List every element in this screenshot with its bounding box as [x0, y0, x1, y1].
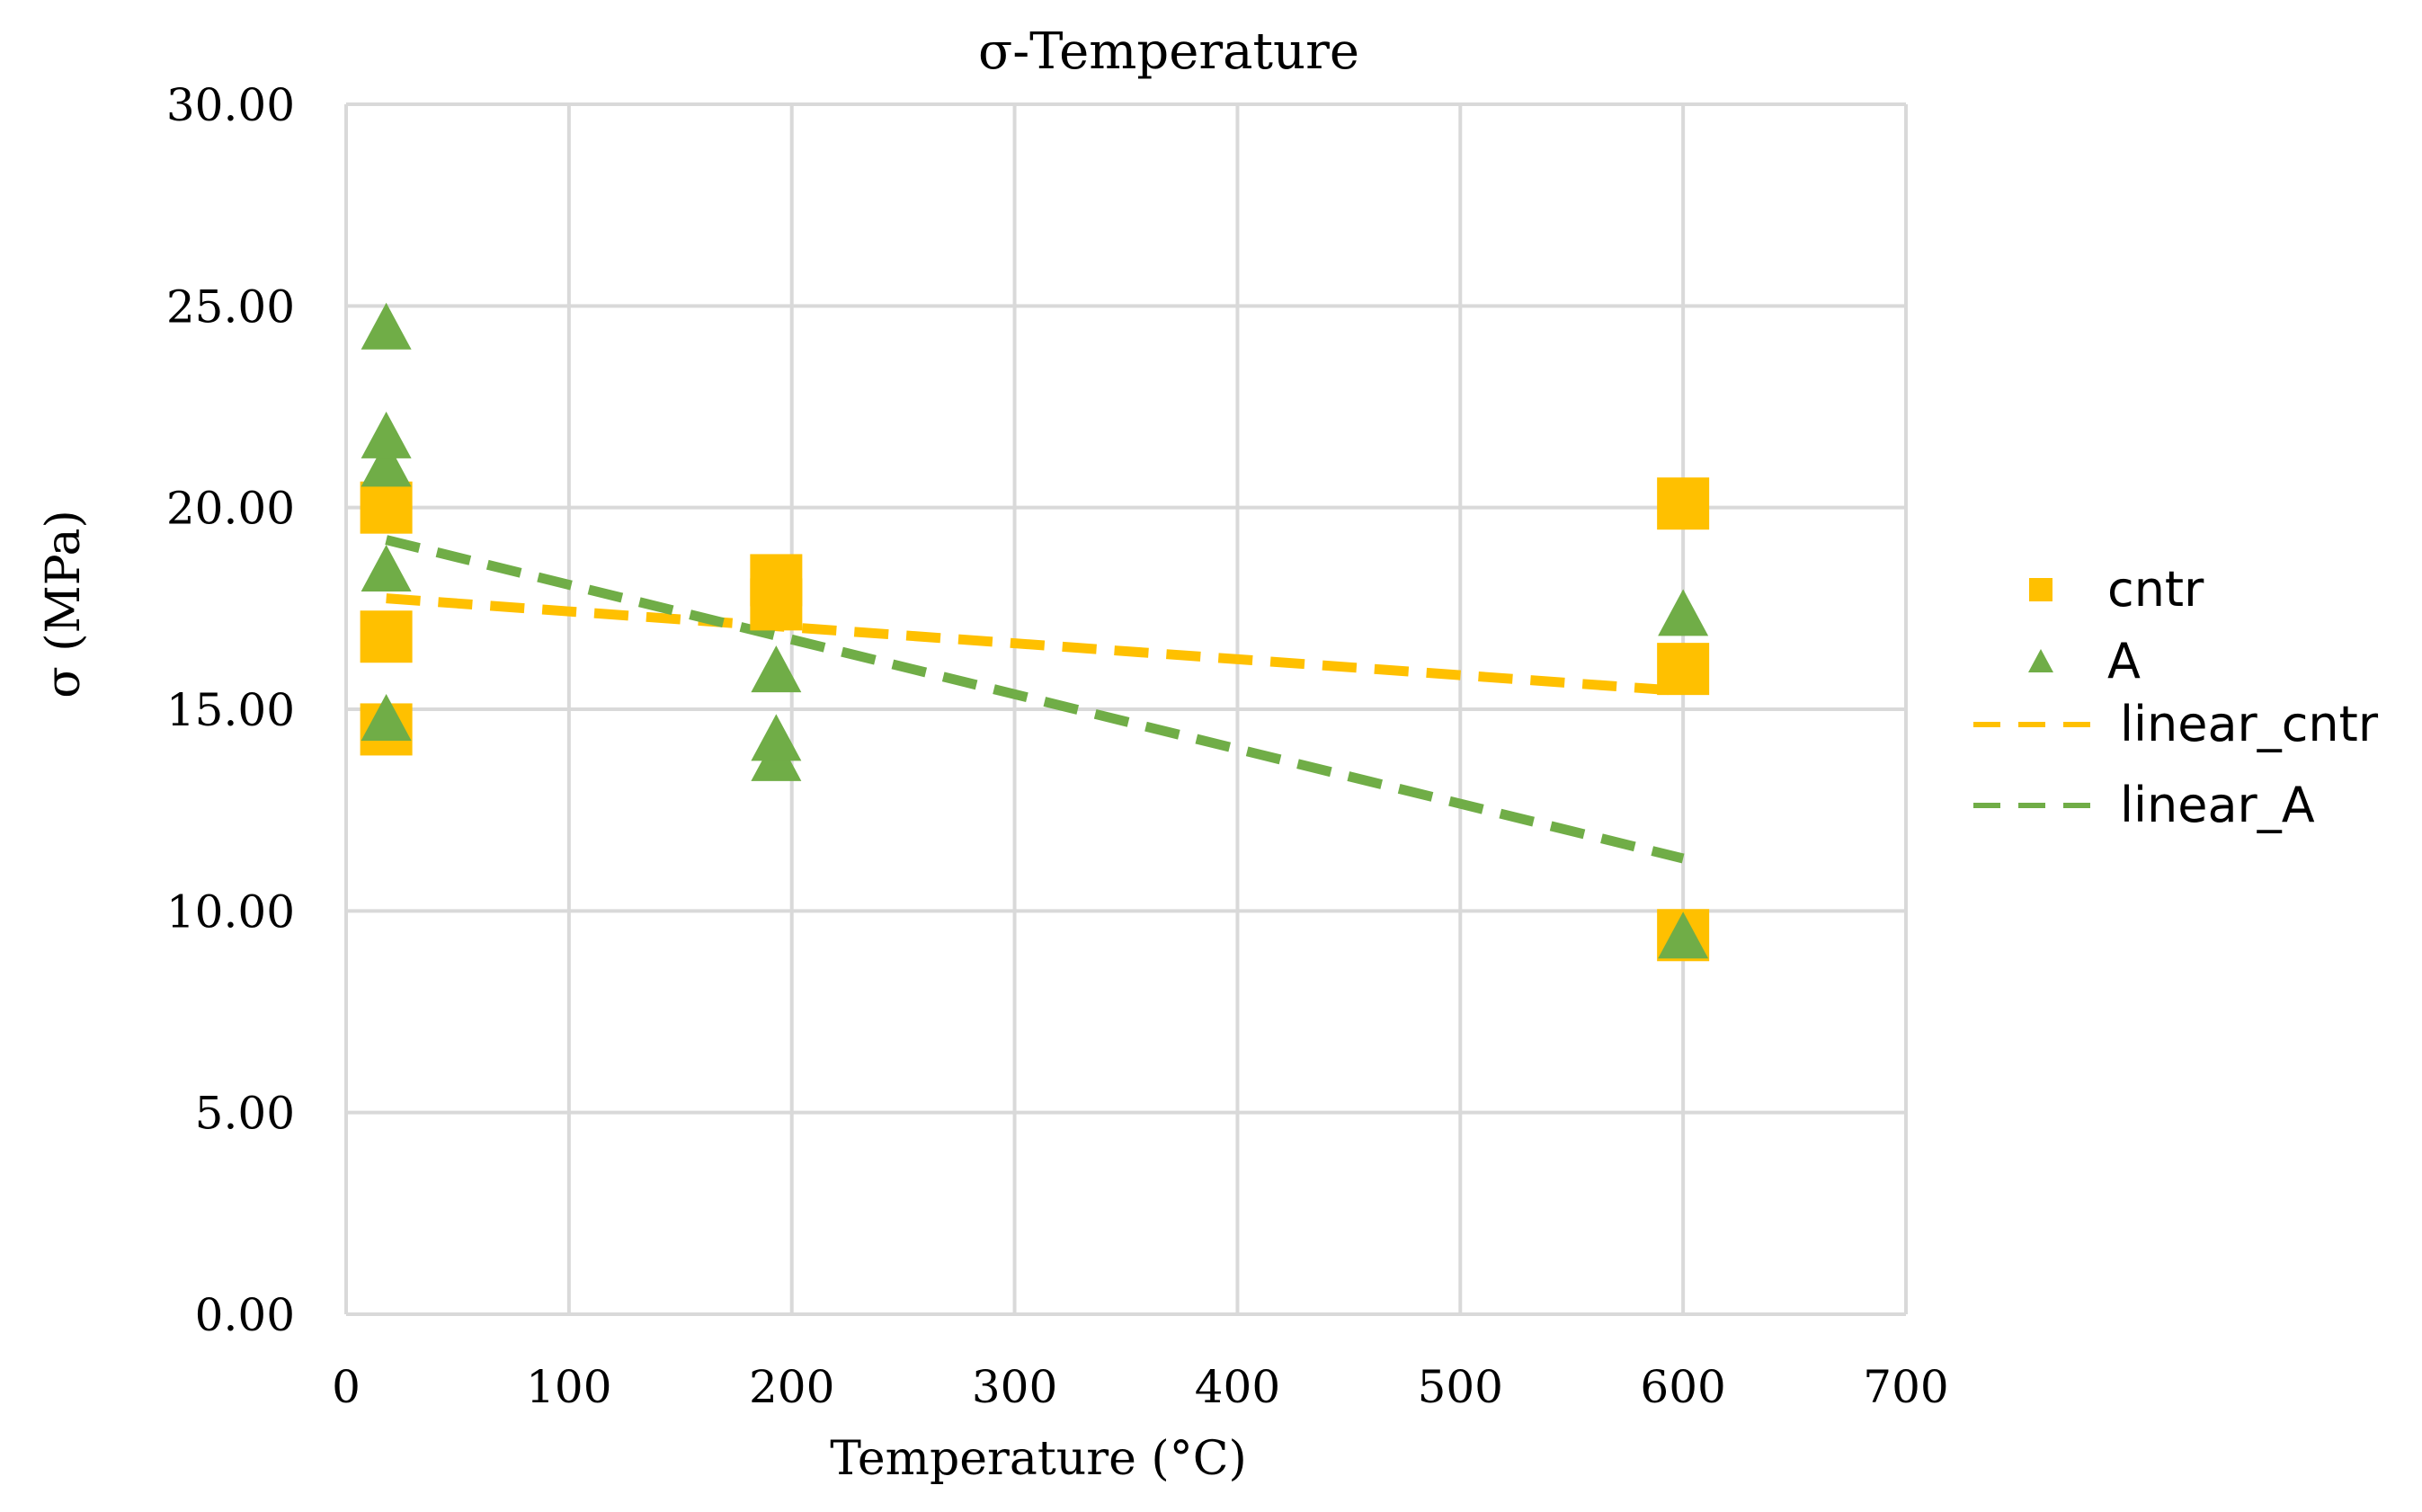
x-tick-label: 300 — [972, 1361, 1057, 1413]
legend-label-linear_A: linear_A — [2120, 777, 2315, 833]
point-A — [361, 440, 412, 487]
point-cntr — [1657, 477, 1710, 530]
chart-title: σ-Temperature — [978, 22, 1359, 81]
y-tick-label: 5.00 — [195, 1088, 295, 1140]
x-axis-label: Temperature (°C) — [830, 1432, 1247, 1486]
point-cntr — [360, 610, 413, 663]
point-A — [361, 693, 412, 741]
legend-label-A: A — [2107, 633, 2141, 689]
y-tick-label: 30.00 — [166, 79, 295, 131]
x-tick-label: 500 — [1418, 1361, 1503, 1413]
x-tick-label: 0 — [332, 1361, 361, 1413]
x-tick-label: 400 — [1195, 1361, 1280, 1413]
point-cntr — [750, 554, 803, 607]
legend-label-linear_cntr: linear_cntr — [2120, 696, 2379, 752]
x-tick-label: 700 — [1863, 1361, 1948, 1413]
data-points — [360, 302, 1710, 962]
gridlines — [344, 102, 1908, 1316]
point-A — [751, 714, 802, 761]
legend-marker-cntr — [2029, 578, 2052, 601]
point-A — [361, 411, 412, 458]
point-cntr — [1657, 643, 1710, 696]
y-tick-label: 10.00 — [166, 885, 295, 938]
y-tick-label: 25.00 — [166, 280, 295, 333]
point-A — [361, 302, 412, 350]
point-cntr — [360, 481, 413, 534]
y-tick-label: 0.00 — [195, 1289, 295, 1341]
y-tick-label: 15.00 — [166, 684, 295, 736]
point-A — [1658, 589, 1709, 636]
x-tick-label: 200 — [749, 1361, 834, 1413]
y-tick-label: 20.00 — [166, 483, 295, 535]
point-A — [751, 645, 802, 693]
legend-label-cntr: cntr — [2107, 561, 2204, 618]
y-axis-tick-labels: 0.00 5.00 10.00 15.00 20.00 25.00 30.00 — [166, 79, 295, 1341]
x-tick-label: 100 — [526, 1361, 611, 1413]
trendline-linear_cntr — [386, 593, 1684, 697]
trendline-linear_A — [385, 535, 1685, 864]
point-A — [1658, 912, 1709, 959]
legend-marker-A — [2028, 649, 2053, 672]
x-tick-label: 600 — [1640, 1361, 1725, 1413]
trendlines — [385, 535, 1685, 864]
y-axis-label: σ (MPa) — [37, 510, 91, 698]
x-axis-tick-labels: 0 100 200 300 400 500 600 700 — [332, 1361, 1949, 1413]
point-A — [361, 544, 412, 591]
